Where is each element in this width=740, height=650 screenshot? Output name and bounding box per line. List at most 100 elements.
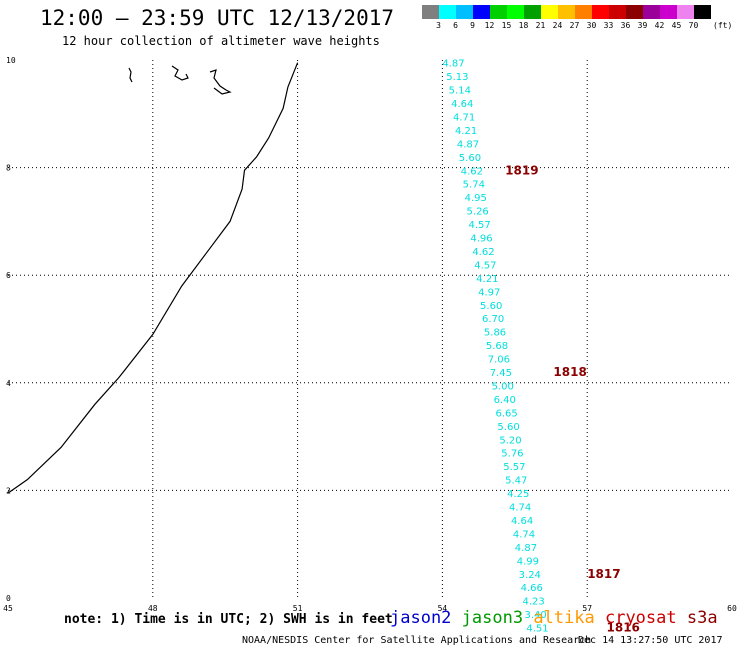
wave-height-value: 4.71 (453, 112, 475, 123)
x-tick-label: 45 (3, 604, 13, 613)
color-swatch (575, 5, 592, 19)
wave-height-value: 4.64 (451, 99, 473, 110)
color-swatch (422, 5, 439, 19)
wave-height-value: 4.23 (523, 597, 545, 608)
wave-height-value: 4.25 (507, 489, 529, 500)
satellite-label-s3a: s3a (686, 608, 718, 628)
wave-height-value: 5.20 (499, 435, 521, 446)
wave-height-value: 4.95 (465, 193, 487, 204)
wave-height-value: 4.57 (468, 220, 490, 231)
wave-height-value: 4.87 (442, 59, 464, 70)
wave-height-value: 5.60 (480, 301, 502, 312)
wave-height-value: 4.62 (472, 247, 494, 258)
color-swatch (507, 5, 524, 19)
footer-timestamp: Dec 14 13:27:50 UTC 2017 (578, 635, 723, 646)
wave-height-value: 5.00 (492, 381, 514, 392)
map-subtitle: 12 hour collection of altimeter wave hei… (62, 34, 380, 48)
wave-height-value: 4.87 (515, 543, 537, 554)
color-scale-label: 33 (603, 21, 614, 30)
satellite-label-jason2: jason2 (390, 608, 462, 628)
color-scale-labels: 3 6 9 12 15 18 21 24 27 30 33 36 39 42 45 70 (422, 21, 702, 30)
color-scale-label: 42 (654, 21, 665, 30)
x-tick-label: 54 (438, 604, 448, 613)
pass-time-label: 1819 (505, 163, 538, 177)
wave-height-value: 4.21 (476, 274, 498, 285)
wave-height-value: 7.06 (488, 355, 510, 366)
coastline (7, 62, 299, 494)
wave-height-value: 4.97 (478, 287, 500, 298)
color-swatch (490, 5, 507, 19)
satellite-label-altika: altika (533, 608, 605, 628)
color-swatch (541, 5, 558, 19)
wave-height-value: 5.76 (501, 449, 523, 460)
wave-height-value: 4.99 (517, 556, 539, 567)
satellite-label-jason3: jason3 (461, 608, 534, 628)
color-scale-label: 6 (453, 21, 458, 30)
color-swatch (456, 5, 473, 19)
color-swatch (677, 5, 694, 19)
wave-height-value: 7.45 (490, 368, 512, 379)
wave-height-value: 5.14 (449, 86, 471, 97)
wave-height-value: 4.62 (461, 166, 483, 177)
wave-height-value: 4.64 (511, 516, 533, 527)
x-tick-label: 60 (727, 604, 737, 613)
wave-height-value: 6.40 (494, 395, 516, 406)
wave-height-value: 5.13 (446, 72, 468, 83)
wave-height-value: 5.57 (503, 462, 525, 473)
island-outline (209, 69, 232, 95)
wave-height-value: 3.24 (519, 570, 541, 581)
color-swatch (660, 5, 677, 19)
y-tick-label: 8 (6, 164, 11, 173)
color-scale-label: 18 (518, 21, 529, 30)
color-scale-label: 30 (586, 21, 597, 30)
color-swatch (694, 5, 711, 19)
wave-height-value: 4.21 (455, 126, 477, 137)
color-scale-label: 36 (620, 21, 631, 30)
island-outline (128, 67, 133, 83)
y-tick-label: 2 (6, 486, 11, 495)
y-tick-label: 0 (6, 594, 11, 603)
wave-height-value: 4.51 (526, 624, 548, 635)
color-scale-label: 24 (552, 21, 563, 30)
color-swatch (592, 5, 609, 19)
color-swatch (643, 5, 660, 19)
wave-height-value: 4.96 (470, 234, 492, 245)
pass-time-label: 1818 (553, 365, 586, 379)
wave-height-value: 4.87 (457, 139, 479, 150)
wave-height-value: 5.74 (463, 180, 485, 191)
wave-height-value: 4.57 (474, 260, 496, 271)
island-outline (171, 65, 189, 81)
pass-time-label: 1817 (587, 567, 620, 581)
satellite-legend: jason2 jason3 altika cryosat s3a (390, 608, 718, 628)
color-swatch (524, 5, 541, 19)
wave-height-value: 5.26 (467, 207, 489, 218)
pass-time-label: 1816 (607, 621, 640, 635)
wave-height-value: 6.65 (495, 408, 517, 419)
color-swatch (473, 5, 490, 19)
wave-height-value: 5.86 (484, 328, 506, 339)
wave-height-value: 5.60 (497, 422, 519, 433)
wave-height-value: 3.40 (524, 610, 546, 621)
color-scale-units: (ft) (713, 21, 733, 30)
wave-height-value: 5.68 (486, 341, 508, 352)
x-tick-label: 48 (148, 604, 158, 613)
footer-note: note: 1) Time is in UTC; 2) SWH is in fe… (64, 612, 393, 627)
color-swatch (626, 5, 643, 19)
footer-credit: NOAA/NESDIS Center for Satellite Applica… (242, 635, 592, 646)
color-scale-label: 3 (436, 21, 441, 30)
y-tick-label: 10 (6, 56, 16, 65)
map-title: 12:00 – 23:59 UTC 12/13/2017 (40, 6, 395, 30)
color-scale-legend (422, 5, 711, 19)
color-scale-label: 21 (535, 21, 546, 30)
wave-height-value: 4.74 (513, 529, 535, 540)
x-tick-label: 57 (582, 604, 592, 613)
color-scale-label: 12 (484, 21, 495, 30)
wave-height-value: 5.60 (459, 153, 481, 164)
wave-height-value: 5.47 (505, 476, 527, 487)
color-scale-label: 45 (671, 21, 682, 30)
satellite-label-cryosat: cryosat (604, 608, 687, 628)
color-scale-label: 15 (501, 21, 512, 30)
x-tick-label: 51 (293, 604, 303, 613)
color-swatch (609, 5, 626, 19)
